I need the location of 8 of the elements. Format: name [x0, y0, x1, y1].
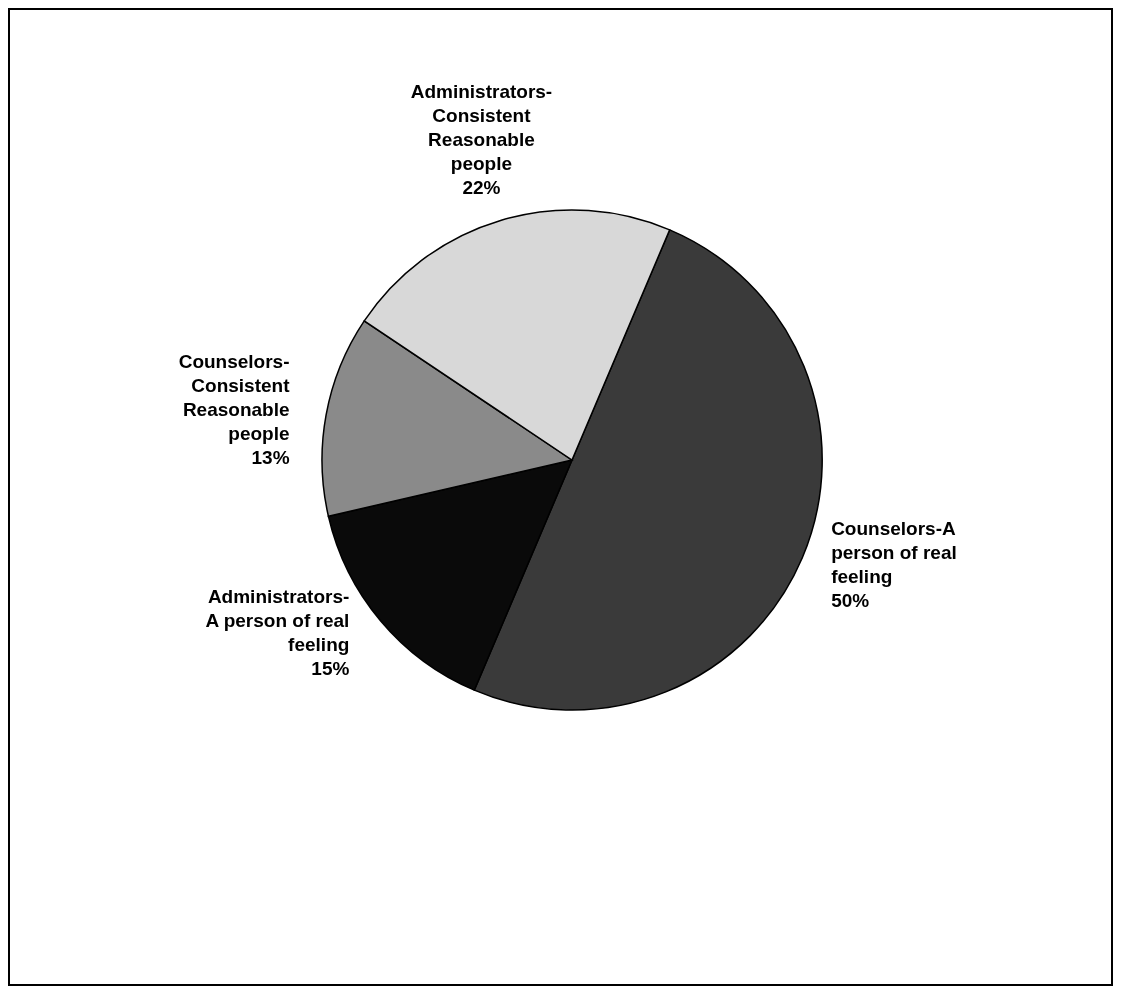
slice-label: Counselors- Consistent Reasonable people	[178, 351, 291, 445]
slice-label: Administrators- A person of real feeling	[205, 585, 350, 655]
data-label: 15%	[311, 657, 350, 679]
slice-label: Counselors-A person of real feeling	[831, 517, 957, 587]
data-label: 22%	[462, 177, 501, 199]
data-label: 50%	[831, 589, 870, 611]
data-label: 13%	[251, 447, 290, 469]
slice-label: Administrators- Consistent Reasonable people	[410, 81, 553, 175]
